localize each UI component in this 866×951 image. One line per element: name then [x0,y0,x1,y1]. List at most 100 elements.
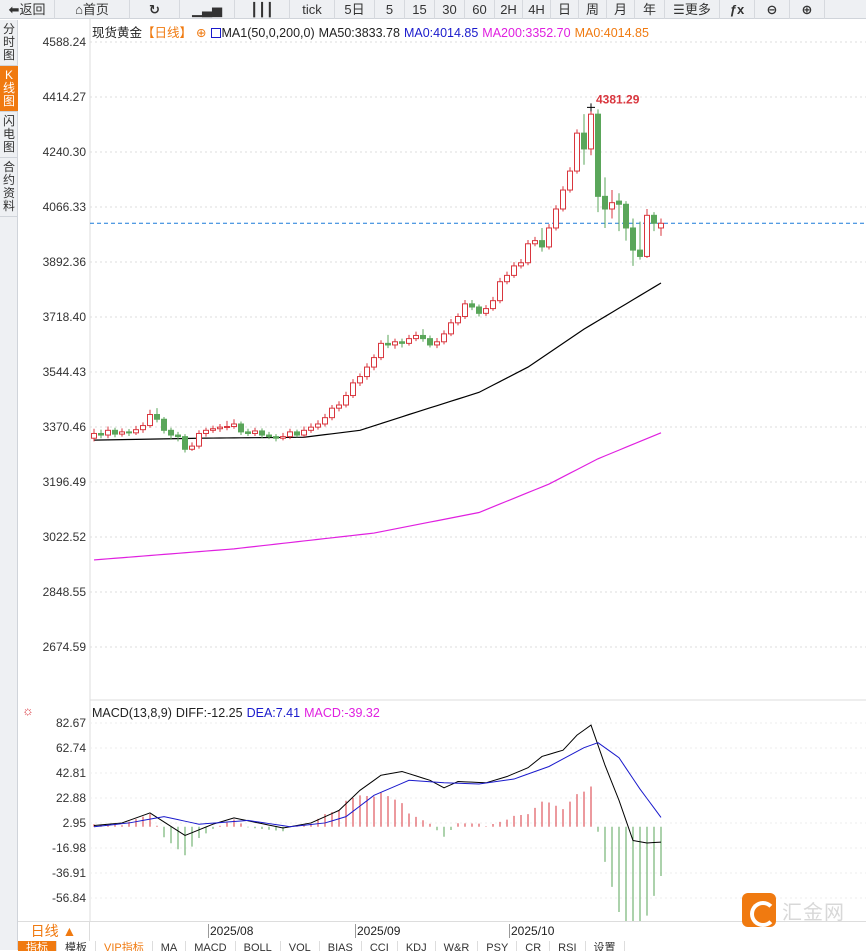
back-arrow-button[interactable]: ⬅返回 [0,0,55,19]
ma200-line [93,432,662,561]
toolbar: ⬅返回 ⌂首页 ↻ ▁▃▅ ┃┃┃ tick 5日 5 15 30 60 2H 4H 日周月年 ☰更多 ƒx ⊖… [0,0,866,19]
macd-name: MACD(13,8,9) [92,706,172,720]
price-tick-label: 3892.36 [43,255,87,269]
toolbar-label: tick [302,2,322,17]
logo: 汇金网 [742,890,866,930]
candle-body [518,262,524,267]
candle [581,114,587,165]
candle-body [413,334,419,340]
period-60-button[interactable]: 60 [465,0,495,19]
logo-mark-icon [742,893,776,927]
candle-body [469,303,475,308]
candle [322,413,328,427]
candle-body [301,429,307,436]
side-tab-1[interactable]: K线图 [0,66,18,112]
candle [511,262,517,278]
period-2H-button[interactable]: 2H [495,0,523,19]
period-label: 【日线】 [142,26,193,40]
toolbar-label: 日 [557,2,571,17]
candle [315,420,321,430]
indicator-chart-button[interactable]: ▁▃▅ [180,0,235,19]
candle [364,363,370,380]
candle [651,212,657,232]
indicator-tab-ma[interactable]: MA [153,941,187,951]
indicator-tab-指标[interactable]: 指标 [18,941,57,951]
kline-chart[interactable]: 4588.24 4414.27 4240.30 4066.33 3892.36 3718.… [0,0,866,921]
toolbar-label: 首页 [82,2,109,17]
side-tab-0[interactable]: 分时图 [0,20,18,66]
candle-body [455,315,461,324]
indicator-tab-bias[interactable]: BIAS [320,941,362,951]
candle [441,330,447,345]
indicator-tab-模板[interactable]: 模板 [57,941,96,951]
candle [595,109,601,213]
period-tick-button[interactable]: tick [290,0,335,19]
fx-button[interactable]: ƒx [720,0,755,19]
indicator-tab-vip指标[interactable]: VIP指标 [96,941,153,951]
macd-settings-icon[interactable]: ☼ [22,703,34,718]
candle-body [588,113,594,150]
period-selector[interactable]: 日线 ▲ [18,922,90,941]
period-5日-button[interactable]: 5日 [335,0,375,19]
indicator-tab-macd[interactable]: MACD [186,941,236,951]
toolbar-label: 月 [613,2,627,17]
candle-body [371,357,377,368]
candlestick-button[interactable]: ┃┃┃ [235,0,290,19]
menu-button[interactable]: ☰更多 [665,0,720,19]
back-arrow-icon: ⬅ [8,2,20,17]
macd-tick-label: 2.95 [63,816,87,830]
indicator-tab-psy[interactable]: PSY [478,941,518,951]
price-tick-label: 4414.27 [43,90,87,104]
candle [525,239,531,266]
candle-body [420,334,426,340]
candle-body [182,436,188,450]
indicator-tab-boll[interactable]: BOLL [236,941,281,951]
candle [126,429,132,436]
candle [357,373,363,387]
candle-body [126,431,132,434]
zoom-in-button[interactable]: ⊕ [790,0,825,19]
indicator-tab-rsi[interactable]: RSI [550,941,586,951]
period-5-button[interactable]: 5 [375,0,405,19]
period-30-button[interactable]: 30 [435,0,465,19]
candle [294,429,300,438]
period-年-button[interactable]: 年 [635,0,665,19]
period-4H-button[interactable]: 4H [523,0,551,19]
candle [399,338,405,348]
indicator-tab-设置[interactable]: 设置 [586,941,625,951]
candle [231,419,237,429]
period-日-button[interactable]: 日 [551,0,579,19]
indicator-icon[interactable] [210,28,221,38]
indicator-tab-kdj[interactable]: KDJ [398,941,436,951]
candle-body [322,417,328,425]
candle [259,428,265,439]
indicator-tab-cci[interactable]: CCI [362,941,398,951]
candle [378,340,384,361]
candle [168,427,174,440]
candle [630,218,636,266]
candle [476,304,482,317]
candle [434,337,440,349]
candle-body [476,306,482,314]
side-tab-3[interactable]: 合约资料 [0,158,18,217]
period-15-button[interactable]: 15 [405,0,435,19]
candle-body [273,436,279,439]
candle-body [378,342,384,359]
price-tick-label: 3370.46 [43,420,87,434]
zoom-out-button[interactable]: ⊖ [755,0,790,19]
crosshair-icon[interactable]: ⊕ [196,26,207,40]
period-周-button[interactable]: 周 [579,0,607,19]
candle [343,391,349,408]
side-tab-2[interactable]: 闪电图 [0,112,18,158]
indicator-tab-w&r[interactable]: W&R [436,941,479,951]
refresh-button[interactable]: ↻ [130,0,180,19]
indicator-tab-cr[interactable]: CR [517,941,551,951]
candle-body [245,431,251,434]
indicator-tab-vol[interactable]: VOL [281,941,320,951]
macd-value: MACD:-39.32 [304,706,380,720]
candle-body [252,430,258,434]
price-tick-label: 2674.59 [43,640,87,654]
period-月-button[interactable]: 月 [607,0,635,19]
home-button[interactable]: ⌂首页 [55,0,130,19]
candle-body [511,265,517,276]
